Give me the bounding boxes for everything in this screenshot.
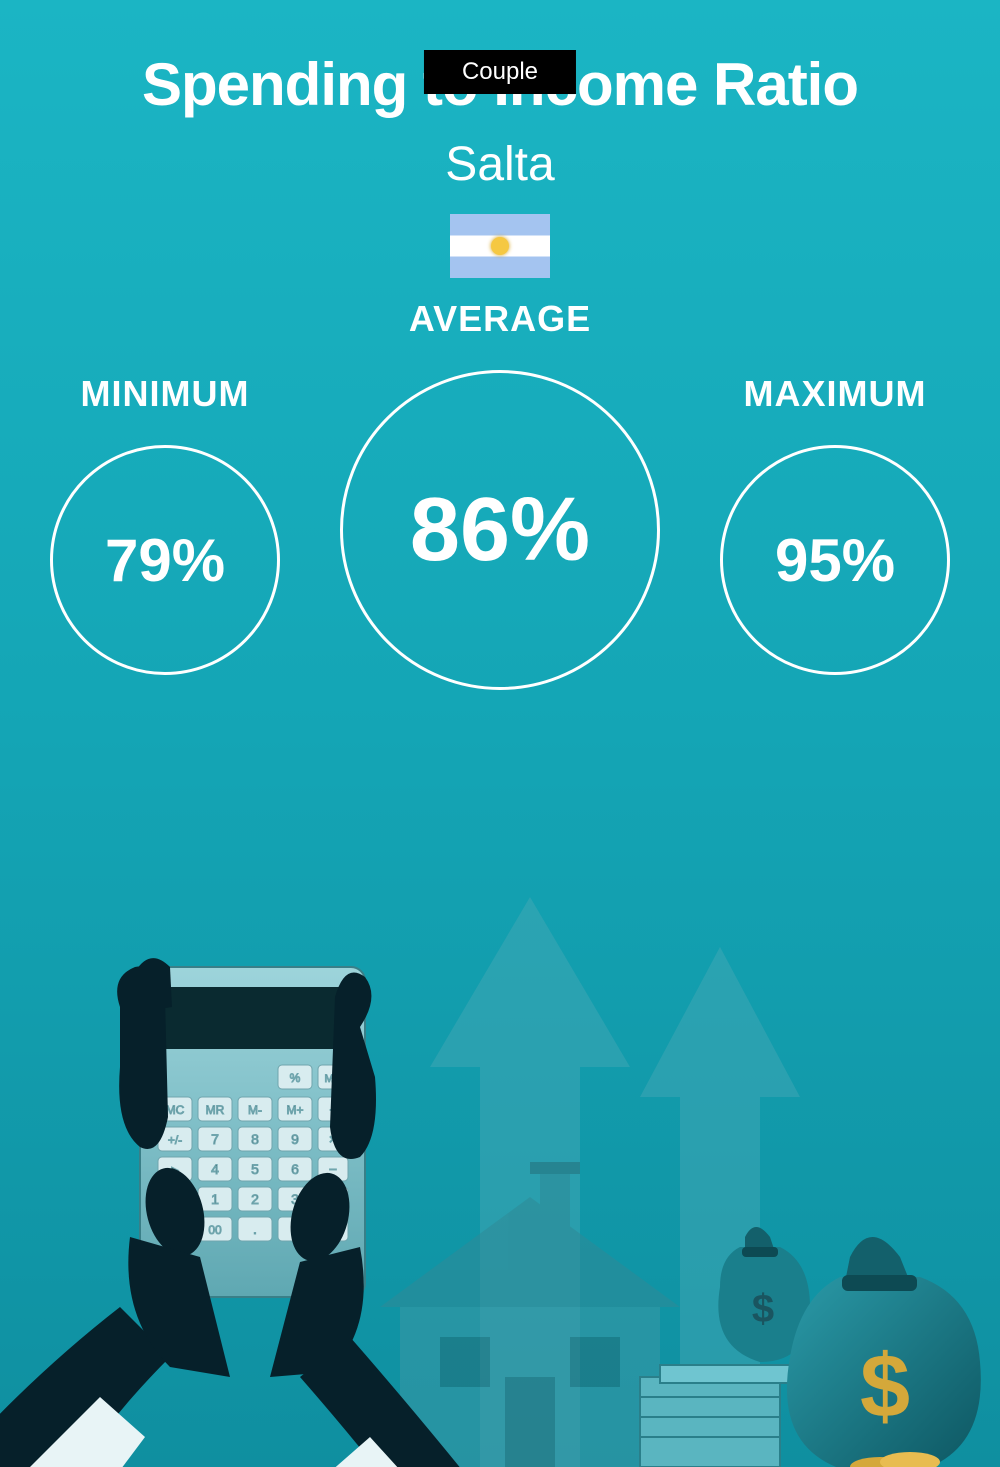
stat-maximum: MAXIMUM 95%: [720, 373, 950, 675]
argentina-flag-icon: [450, 214, 550, 278]
cash-stacks-icon: [640, 1365, 800, 1467]
average-circle: 86%: [340, 370, 660, 690]
average-label: AVERAGE: [340, 298, 660, 340]
svg-text:+/-: +/-: [168, 1133, 182, 1147]
svg-text:.: .: [253, 1221, 257, 1237]
stat-minimum: MINIMUM 79%: [50, 373, 280, 675]
minimum-label: MINIMUM: [50, 373, 280, 415]
svg-text:9: 9: [291, 1131, 299, 1147]
svg-text:5: 5: [251, 1161, 259, 1177]
svg-text:M+: M+: [286, 1103, 303, 1117]
stat-average: AVERAGE 86%: [340, 298, 660, 690]
maximum-label: MAXIMUM: [720, 373, 950, 415]
svg-text:MR: MR: [206, 1103, 225, 1117]
badge: Couple: [424, 50, 576, 94]
svg-text:1: 1: [211, 1191, 219, 1207]
svg-text:7: 7: [211, 1131, 219, 1147]
house-icon: [380, 1162, 680, 1467]
svg-text:4: 4: [211, 1161, 219, 1177]
svg-text:MC: MC: [166, 1103, 185, 1117]
svg-text:%: %: [290, 1071, 301, 1085]
maximum-value: 95%: [775, 526, 895, 595]
badge-label: Couple: [462, 58, 538, 85]
minimum-value: 79%: [105, 526, 225, 595]
svg-text:$: $: [752, 1287, 774, 1331]
svg-text:6: 6: [291, 1161, 299, 1177]
svg-text:8: 8: [251, 1131, 259, 1147]
svg-text:2: 2: [251, 1191, 259, 1207]
stats-row: MINIMUM 79% AVERAGE 86% MAXIMUM 95%: [0, 358, 1000, 690]
money-bag-large-icon: $: [787, 1237, 981, 1467]
illustration: $ $ MC MR M-: [0, 817, 1000, 1467]
maximum-circle: 95%: [720, 445, 950, 675]
svg-text:M-: M-: [248, 1103, 262, 1117]
city-name: Salta: [0, 137, 1000, 192]
average-value: 86%: [410, 479, 590, 582]
svg-text:$: $: [860, 1337, 910, 1437]
minimum-circle: 79%: [50, 445, 280, 675]
svg-text:00: 00: [208, 1223, 222, 1237]
flag-sun-icon: [491, 237, 509, 255]
